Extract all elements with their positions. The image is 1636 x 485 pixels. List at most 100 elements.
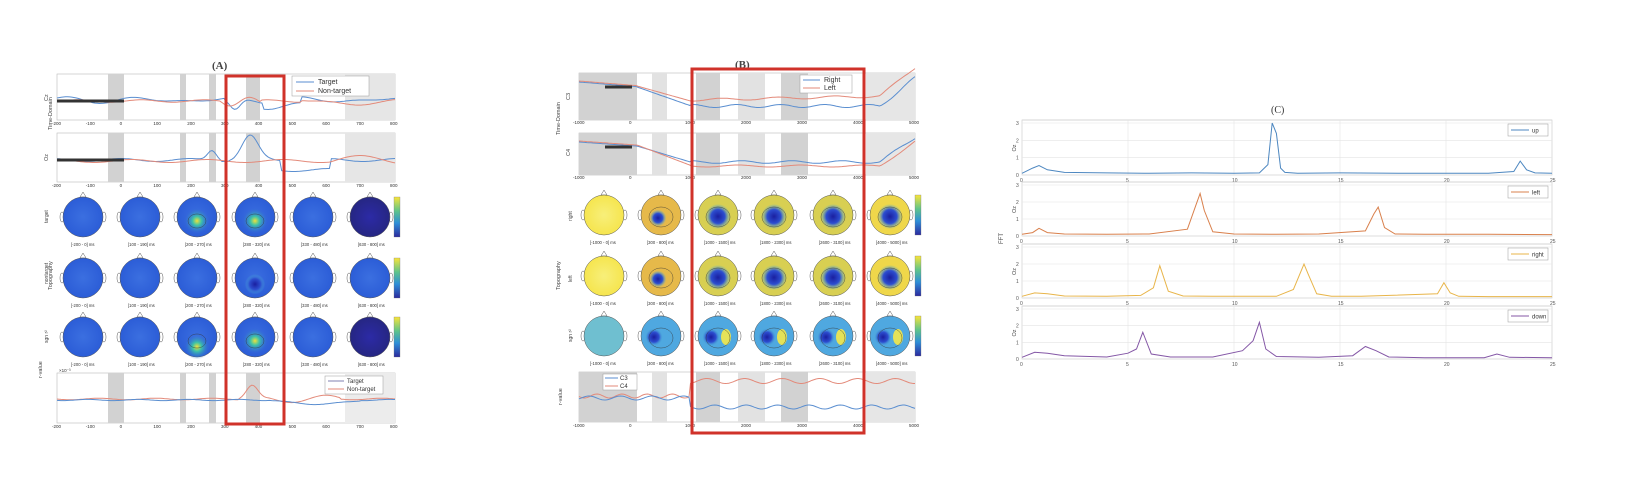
- time-tick-label: 800: [390, 121, 398, 126]
- x-tick-label: 25: [1550, 362, 1556, 368]
- head-nose: [309, 311, 317, 318]
- colorbar: [393, 196, 401, 238]
- contour-line: [705, 206, 731, 228]
- head-coldspot: [756, 325, 778, 347]
- shaded-interval: [696, 133, 720, 175]
- head-nose: [600, 310, 608, 317]
- topoplot-head: [809, 250, 857, 297]
- topoplot-head: [116, 252, 164, 299]
- x-tick-label: 15: [1338, 239, 1344, 245]
- subplot-y-label: Oz: [1012, 144, 1018, 151]
- contour-line: [245, 213, 265, 229]
- contour-line: [820, 206, 846, 228]
- head-map: [292, 257, 334, 299]
- r-c3-trace: [578, 395, 916, 410]
- head-hotspot: [721, 329, 731, 345]
- y-label-topography: Topography: [556, 261, 562, 290]
- legend-label: Target: [347, 379, 364, 385]
- y-tick-label: 3: [1016, 183, 1019, 189]
- contour-line: [245, 333, 265, 349]
- topo-interval-label: [4000 - 5000] ms: [876, 361, 907, 366]
- legend-label: C3: [620, 376, 628, 382]
- topoplot-head: [231, 191, 279, 238]
- legend-label: Left: [824, 85, 836, 92]
- head-hotspot: [181, 201, 213, 233]
- legend-label: Non-target: [347, 387, 376, 393]
- subplot-left: 0 5 10 15 20 25 0 1 2 3 Oz left: [1012, 181, 1556, 245]
- topo-interval-label: [300 - 800] ms: [647, 301, 674, 306]
- topo-interval-label: [330 - 480] ms: [301, 303, 328, 308]
- head-nose: [657, 189, 665, 196]
- shaded-interval: [738, 73, 765, 120]
- head-nose: [79, 311, 87, 318]
- x-tick-label: 0: [1020, 178, 1023, 184]
- topo-interval-label: [-200 - 0] ms: [71, 303, 95, 308]
- time-tick-label: 0: [120, 121, 123, 126]
- head-nose: [193, 311, 201, 318]
- head-map: [292, 196, 334, 238]
- shaded-interval: [108, 74, 124, 120]
- topoplot-head: [346, 191, 394, 238]
- time-tick-label: 400: [255, 121, 263, 126]
- highlight-box-a: [224, 74, 286, 426]
- topo-interval-label: [200 - 270] ms: [185, 362, 212, 367]
- shaded-interval: [345, 133, 395, 182]
- head-coldspot: [643, 325, 665, 347]
- topo-interval-label: [330 - 480] ms: [301, 362, 328, 367]
- head-nose: [886, 189, 894, 196]
- head-coldspot: [759, 200, 789, 230]
- head-map: [292, 316, 334, 358]
- topo-interval-label: [2600 - 3100] ms: [819, 240, 850, 245]
- topo-interval-label: [330 - 480] ms: [301, 242, 328, 247]
- shaded-interval: [180, 74, 186, 120]
- head-nose: [251, 311, 259, 318]
- topoplot-head: [750, 310, 798, 357]
- topoplot-head: [750, 250, 798, 297]
- legend-a1: Target Non-target: [291, 75, 370, 97]
- topo-row-label: sgn r²: [568, 329, 574, 342]
- time-tick-label: 2000: [741, 175, 752, 180]
- time-tick-label: 600: [322, 183, 330, 188]
- topo-interval-label: [1800 - 2300] ms: [760, 301, 791, 306]
- head-nose: [309, 252, 317, 259]
- c4-right-trace: [578, 138, 916, 164]
- contour-line: [648, 267, 674, 289]
- x-tick-label: 5: [1126, 178, 1129, 184]
- head-map: [62, 316, 104, 358]
- head-nose: [79, 191, 87, 198]
- topo-interval-label: [100 - 190] ms: [128, 242, 155, 247]
- panel-a-title: (A): [212, 60, 228, 72]
- contour-line: [187, 333, 207, 349]
- shaded-interval: [652, 372, 667, 422]
- topoplot-head: [580, 310, 628, 357]
- time-tick-label: 5000: [909, 423, 920, 428]
- subplot-down: 0 5 10 15 20 25 0 1 2 3 Oz down: [1012, 305, 1556, 368]
- time-tick-label: 0: [120, 183, 123, 188]
- y-label-topography: Topography: [48, 261, 54, 290]
- head-coldspot: [648, 268, 668, 288]
- y-tick-label: 2: [1016, 138, 1019, 144]
- head-nose: [366, 311, 374, 318]
- c4-left-trace: [578, 140, 916, 168]
- head-nose: [600, 189, 608, 196]
- c3-left-trace: [578, 68, 916, 102]
- time-tick-label: 100: [153, 183, 161, 188]
- legend-label: Non-target: [318, 88, 351, 95]
- time-tick-label: 5000: [909, 175, 920, 180]
- time-tick-label: 800: [390, 424, 398, 429]
- series-line-right: [1021, 262, 1552, 298]
- shaded-interval: [579, 133, 637, 175]
- subplot-frame: [1021, 119, 1553, 176]
- legend-label: C4: [620, 384, 628, 390]
- subplot-y-label: Oz: [1012, 329, 1018, 336]
- time-tick-label: 500: [289, 183, 297, 188]
- y-label-rvalue: r-value: [38, 361, 44, 378]
- legend-label: down: [1532, 315, 1546, 321]
- series-line-down: [1021, 320, 1553, 359]
- y-tick-label: 2: [1016, 262, 1019, 268]
- head-hotspot: [181, 327, 213, 359]
- topoplot-head: [694, 250, 742, 297]
- y-tick-label: 0: [1016, 234, 1019, 240]
- topo-row-label: left: [568, 275, 574, 282]
- head-map: [119, 316, 161, 358]
